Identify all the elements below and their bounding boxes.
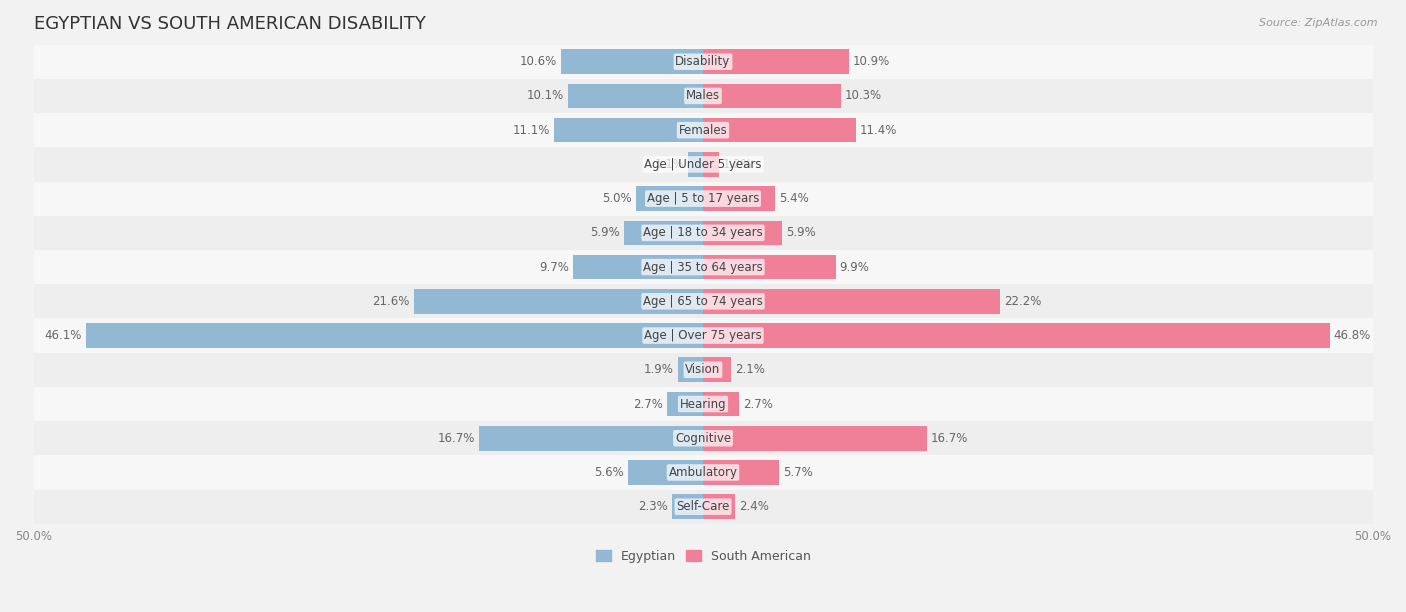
Bar	[689, 152, 703, 177]
Text: Age | 35 to 64 years: Age | 35 to 64 years	[643, 261, 763, 274]
Text: Females: Females	[679, 124, 727, 136]
Text: Source: ZipAtlas.com: Source: ZipAtlas.com	[1260, 18, 1378, 28]
Text: 16.7%: 16.7%	[931, 431, 967, 445]
Bar	[703, 357, 731, 382]
Text: Cognitive: Cognitive	[675, 431, 731, 445]
Bar	[672, 494, 703, 519]
Text: 21.6%: 21.6%	[373, 295, 409, 308]
Bar	[703, 426, 927, 450]
Bar	[666, 392, 703, 416]
Text: 10.9%: 10.9%	[853, 55, 890, 68]
Text: 46.8%: 46.8%	[1334, 329, 1371, 342]
Bar	[34, 455, 1372, 490]
Text: 5.0%: 5.0%	[602, 192, 633, 205]
Text: 9.7%: 9.7%	[540, 261, 569, 274]
Bar	[34, 490, 1372, 524]
Text: Age | Under 5 years: Age | Under 5 years	[644, 158, 762, 171]
Text: 2.1%: 2.1%	[735, 364, 765, 376]
Bar	[34, 79, 1372, 113]
Bar	[703, 323, 1330, 348]
Text: 5.4%: 5.4%	[779, 192, 808, 205]
Bar	[703, 392, 740, 416]
Text: Age | 18 to 34 years: Age | 18 to 34 years	[643, 226, 763, 239]
Bar	[413, 289, 703, 313]
Text: 2.3%: 2.3%	[638, 500, 668, 513]
Legend: Egyptian, South American: Egyptian, South American	[591, 545, 815, 567]
Text: 9.9%: 9.9%	[839, 261, 869, 274]
Text: 5.9%: 5.9%	[786, 226, 815, 239]
Text: Males: Males	[686, 89, 720, 102]
Bar	[703, 84, 841, 108]
Text: Hearing: Hearing	[679, 398, 727, 411]
Text: 10.3%: 10.3%	[845, 89, 882, 102]
Bar	[574, 255, 703, 280]
Bar	[703, 118, 856, 143]
Bar	[624, 220, 703, 245]
Bar	[34, 147, 1372, 182]
Text: 10.1%: 10.1%	[526, 89, 564, 102]
Text: Ambulatory: Ambulatory	[668, 466, 738, 479]
Text: 2.7%: 2.7%	[633, 398, 662, 411]
Bar	[34, 250, 1372, 284]
Text: 16.7%: 16.7%	[439, 431, 475, 445]
Text: 2.4%: 2.4%	[740, 500, 769, 513]
Bar	[703, 152, 718, 177]
Bar	[34, 182, 1372, 216]
Bar	[703, 289, 1000, 313]
Bar	[703, 50, 849, 74]
Bar	[703, 186, 775, 211]
Bar	[703, 255, 835, 280]
Bar	[34, 353, 1372, 387]
Text: Vision: Vision	[685, 364, 721, 376]
Text: 46.1%: 46.1%	[45, 329, 82, 342]
Bar	[34, 318, 1372, 353]
Text: Age | Over 75 years: Age | Over 75 years	[644, 329, 762, 342]
Text: Age | 5 to 17 years: Age | 5 to 17 years	[647, 192, 759, 205]
Bar	[34, 216, 1372, 250]
Text: 10.6%: 10.6%	[520, 55, 557, 68]
Bar	[636, 186, 703, 211]
Text: 5.9%: 5.9%	[591, 226, 620, 239]
Text: 1.2%: 1.2%	[723, 158, 754, 171]
Text: 11.1%: 11.1%	[513, 124, 550, 136]
Bar	[86, 323, 703, 348]
Text: 1.1%: 1.1%	[654, 158, 685, 171]
Text: EGYPTIAN VS SOUTH AMERICAN DISABILITY: EGYPTIAN VS SOUTH AMERICAN DISABILITY	[34, 15, 426, 33]
Bar	[479, 426, 703, 450]
Bar	[703, 494, 735, 519]
Bar	[34, 45, 1372, 79]
Text: 22.2%: 22.2%	[1004, 295, 1042, 308]
Bar	[34, 387, 1372, 421]
Bar	[628, 460, 703, 485]
Bar	[561, 50, 703, 74]
Text: 2.7%: 2.7%	[744, 398, 773, 411]
Bar	[34, 284, 1372, 318]
Text: 5.7%: 5.7%	[783, 466, 813, 479]
Text: 11.4%: 11.4%	[859, 124, 897, 136]
Bar	[703, 460, 779, 485]
Text: Self-Care: Self-Care	[676, 500, 730, 513]
Bar	[568, 84, 703, 108]
Bar	[678, 357, 703, 382]
Text: Age | 65 to 74 years: Age | 65 to 74 years	[643, 295, 763, 308]
Bar	[34, 113, 1372, 147]
Text: Disability: Disability	[675, 55, 731, 68]
Text: 5.6%: 5.6%	[595, 466, 624, 479]
Text: 1.9%: 1.9%	[644, 364, 673, 376]
Bar	[34, 421, 1372, 455]
Bar	[554, 118, 703, 143]
Bar	[703, 220, 782, 245]
